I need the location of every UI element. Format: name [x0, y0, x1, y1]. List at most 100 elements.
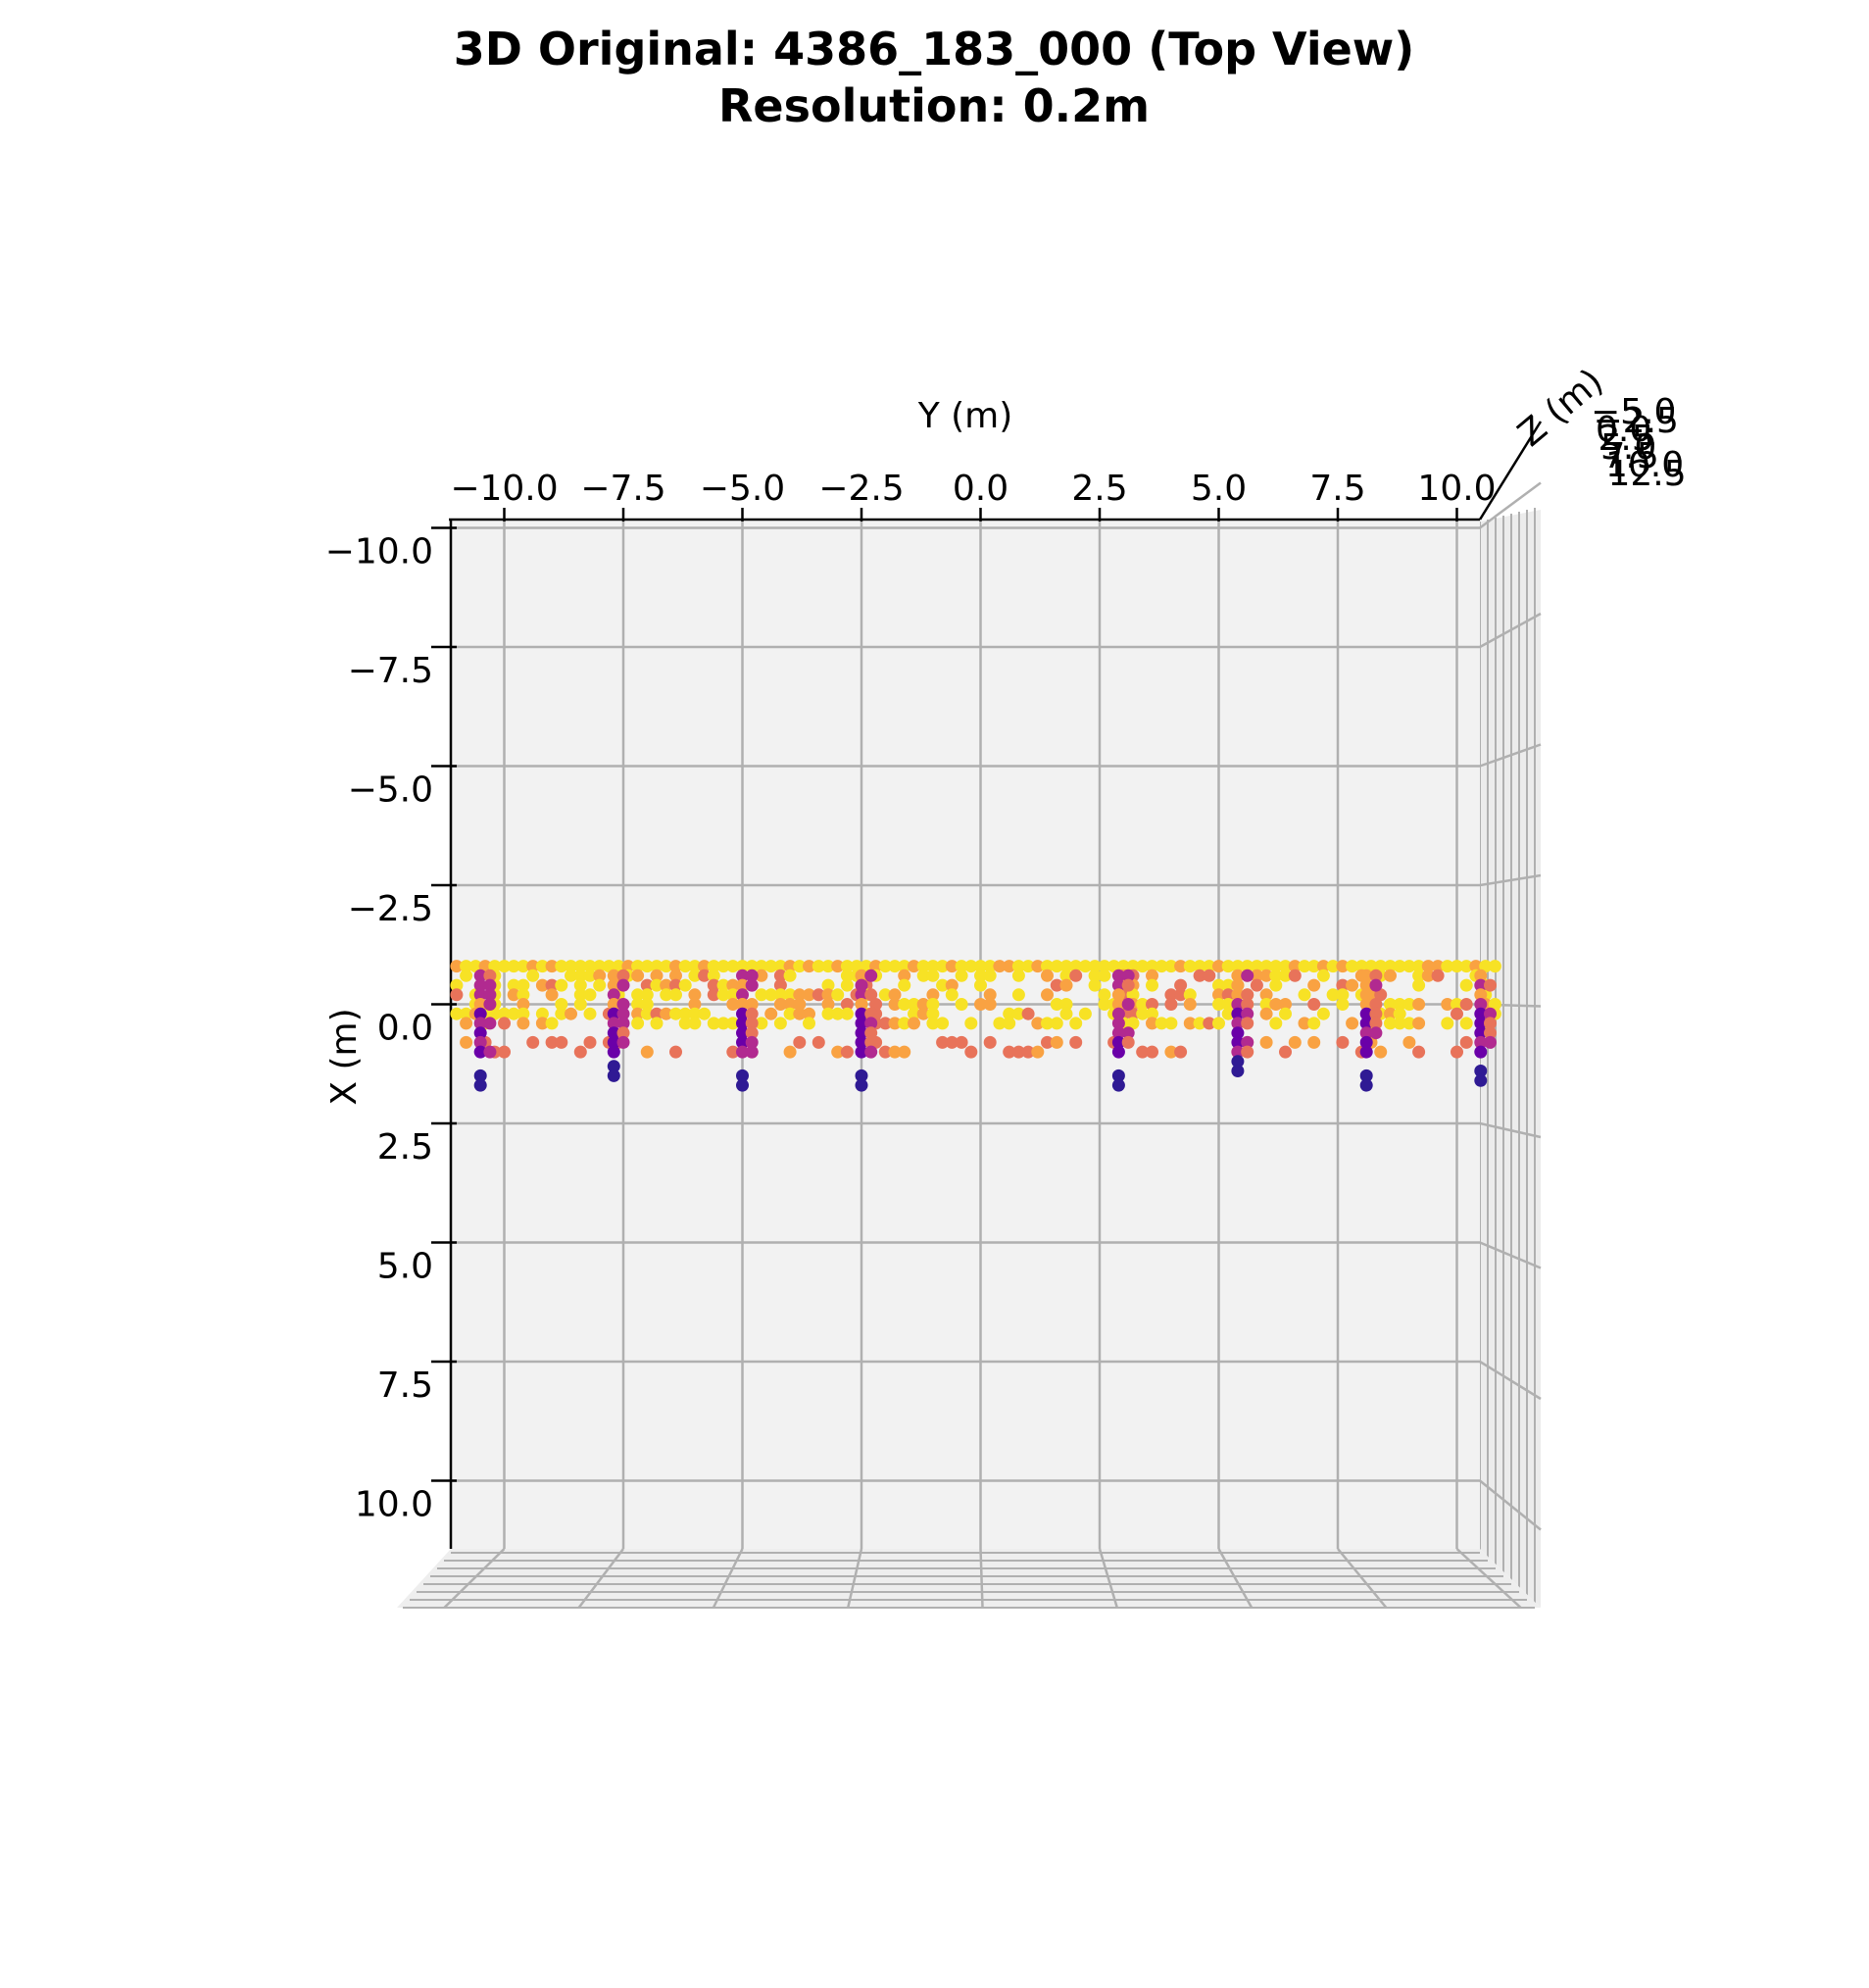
data-point: [1421, 960, 1435, 973]
data-point: [945, 988, 959, 1002]
data-point: [1488, 998, 1501, 1011]
data-point: [745, 1035, 759, 1049]
data-point: [1098, 988, 1111, 1002]
data-point: [607, 1007, 620, 1020]
data-point: [898, 969, 911, 982]
data-point: [821, 978, 835, 992]
data-point: [473, 1069, 487, 1082]
data-point: [1359, 1026, 1373, 1040]
data-point: [1474, 1026, 1488, 1040]
data-point: [1111, 1017, 1125, 1030]
data-point: [1421, 969, 1435, 982]
data-point: [974, 978, 987, 992]
data-point: [607, 1035, 620, 1049]
data-point: [1474, 998, 1488, 1011]
data-point: [460, 1017, 473, 1030]
data-point: [1259, 1035, 1273, 1049]
data-point: [1203, 1017, 1216, 1030]
data-point: [1174, 1045, 1188, 1059]
data-point: [908, 1017, 920, 1030]
data-point: [1241, 988, 1254, 1002]
data-point: [688, 960, 702, 973]
data-point: [483, 998, 497, 1011]
data-point: [678, 1007, 692, 1020]
data-point: [831, 988, 845, 1002]
data-point: [1203, 960, 1216, 973]
data-point: [1231, 960, 1245, 973]
data-point: [669, 1007, 682, 1020]
data-point: [1031, 1017, 1045, 1030]
data-point: [607, 988, 620, 1002]
data-point: [660, 1007, 673, 1020]
data-point: [1136, 960, 1150, 973]
data-point: [1441, 1017, 1454, 1030]
data-point: [1402, 998, 1416, 1011]
data-point: [821, 988, 835, 1002]
data-point: [1241, 1045, 1254, 1059]
data-point: [1121, 1035, 1135, 1049]
data-point: [1451, 960, 1463, 973]
data-point: [526, 969, 540, 982]
data-point: [716, 1017, 730, 1030]
data-point: [1126, 988, 1140, 1002]
data-point: [473, 1035, 487, 1049]
grid-line-bottom: [847, 1548, 863, 1609]
data-point: [855, 1045, 868, 1059]
data-point: [736, 969, 749, 982]
data-point: [716, 988, 730, 1002]
data-point: [916, 1007, 930, 1020]
data-point: [1212, 960, 1225, 973]
data-point: [1402, 1017, 1416, 1030]
data-point: [678, 960, 692, 973]
data-point: [755, 1017, 768, 1030]
data-point: [745, 969, 759, 982]
data-point: [545, 960, 559, 973]
data-point: [631, 998, 645, 1011]
data-point: [850, 960, 863, 973]
data-point: [840, 969, 854, 982]
data-point: [745, 1007, 759, 1020]
data-point: [888, 998, 902, 1011]
data-point: [783, 969, 797, 982]
data-point: [1250, 969, 1263, 982]
data-point: [1011, 969, 1025, 982]
data-point: [573, 998, 587, 1011]
data-point: [1369, 1017, 1383, 1030]
data-point: [1231, 1017, 1245, 1030]
data-point: [583, 988, 597, 1002]
data-point: [1259, 1007, 1273, 1020]
data-point: [1359, 969, 1373, 982]
data-point: [1011, 960, 1025, 973]
data-point: [736, 1069, 749, 1082]
data-point: [898, 1017, 911, 1030]
grid-line-bottom: [443, 1548, 506, 1609]
data-point: [1146, 1017, 1158, 1030]
data-point: [1059, 1007, 1073, 1020]
tick-labels: −10.0 −7.5 −5.0 −2.5 0.0 2.5 5.0 7.5 10.0−10.0−7…: [325, 392, 1687, 1525]
data-point: [803, 1007, 815, 1020]
y-tick-label: 0.0: [953, 469, 1008, 509]
data-point: [707, 988, 720, 1002]
data-point: [783, 1007, 797, 1020]
data-point: [555, 1035, 568, 1049]
data-point: [726, 1017, 740, 1030]
data-point: [565, 969, 577, 982]
data-point: [1451, 998, 1463, 1011]
data-point: [607, 1045, 620, 1059]
data-point: [783, 960, 797, 973]
data-point: [450, 978, 464, 992]
data-point: [1111, 1078, 1125, 1092]
data-point: [460, 1007, 473, 1020]
data-point: [1484, 1007, 1497, 1020]
data-point: [955, 969, 968, 982]
data-point: [983, 998, 997, 1011]
data-point: [926, 988, 940, 1002]
x-tick-label: 7.5: [377, 1366, 433, 1406]
data-point: [812, 988, 825, 1002]
data-point: [707, 1017, 720, 1030]
data-point: [1369, 998, 1383, 1011]
data-point: [631, 960, 645, 973]
data-point: [736, 998, 749, 1011]
x-tick-label: −10.0: [325, 532, 433, 572]
